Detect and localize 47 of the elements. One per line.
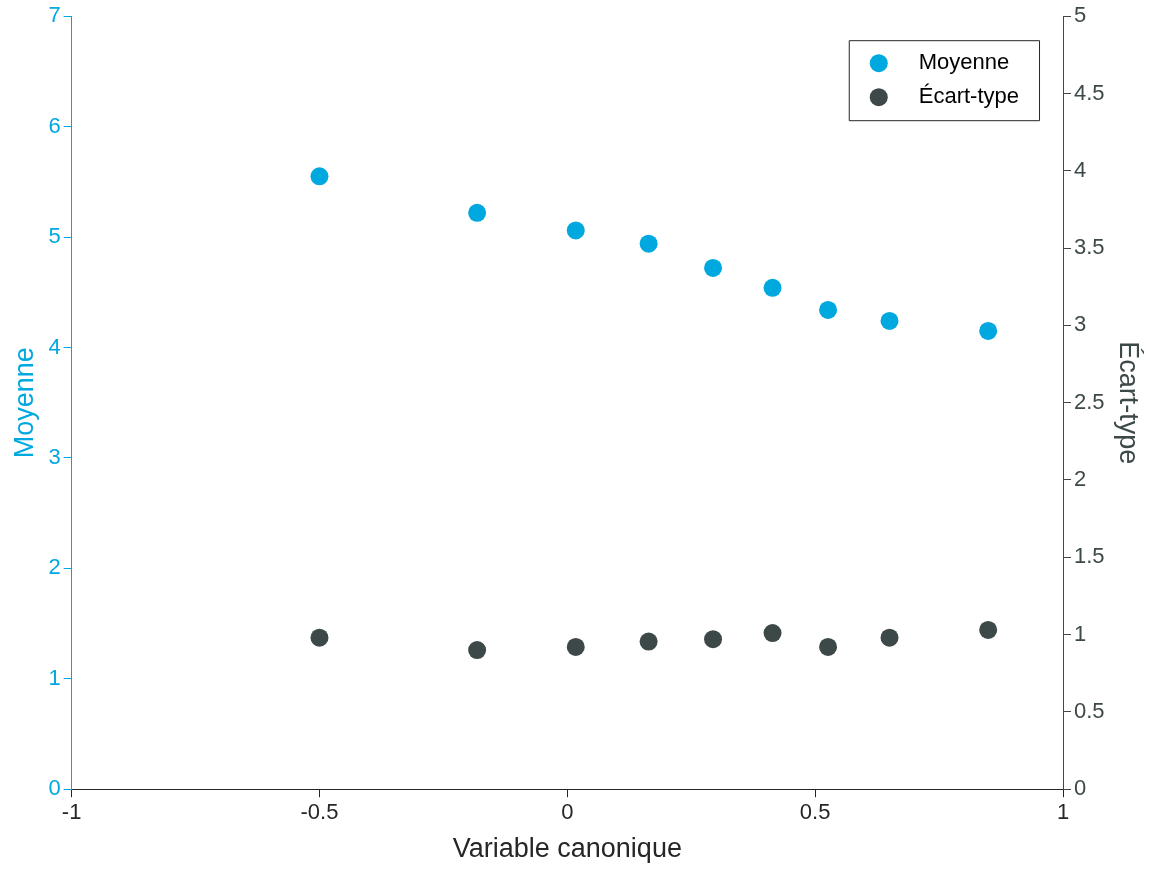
point <box>880 628 899 647</box>
y-tick-label: 6 <box>48 112 61 138</box>
x-axis-title: Variable canonique <box>452 833 682 864</box>
y2-tick-label: 4 <box>1074 156 1087 182</box>
point <box>566 221 585 240</box>
y2-tick-label: 1 <box>1074 620 1087 646</box>
point <box>819 637 838 656</box>
x-tick-label: -1 <box>61 799 82 825</box>
y2-tick-label: 3.5 <box>1074 234 1105 260</box>
x-tick-label: 0 <box>561 799 574 825</box>
point <box>639 632 658 651</box>
point <box>310 628 329 647</box>
x-tick-label: 1 <box>1056 799 1070 825</box>
point <box>566 637 585 656</box>
y2-tick-label: 2.5 <box>1074 388 1105 414</box>
point <box>468 203 487 222</box>
point <box>763 624 782 643</box>
y2-axis-title: Écart-type <box>1114 341 1145 465</box>
y-tick-label: 5 <box>48 223 61 249</box>
point <box>819 300 838 319</box>
y2-tick-label: 0.5 <box>1074 697 1105 723</box>
point <box>704 630 723 649</box>
point <box>310 167 329 186</box>
y-tick-label: 3 <box>48 443 61 469</box>
y2-tick-label: 4.5 <box>1074 79 1105 105</box>
point <box>979 620 998 639</box>
legend-label: Écart-type <box>918 83 1020 109</box>
y2-tick-label: 3 <box>1074 311 1087 337</box>
y2-tick-label: 5 <box>1074 2 1087 28</box>
y-tick-label: 0 <box>48 775 61 801</box>
y-axis-title: Moyenne <box>8 347 39 459</box>
x-tick-label: -0.5 <box>300 799 339 825</box>
y2-tick-label: 1.5 <box>1074 543 1105 569</box>
legend-label: Moyenne <box>918 49 1010 75</box>
point <box>639 234 658 253</box>
y2-tick-label: 0 <box>1074 775 1087 801</box>
point <box>763 278 782 297</box>
y-tick-label: 4 <box>48 333 61 359</box>
y2-tick-label: 2 <box>1074 466 1087 492</box>
point <box>468 641 487 660</box>
point <box>979 321 998 340</box>
y-tick-label: 2 <box>48 554 61 580</box>
y-tick-label: 1 <box>48 664 61 690</box>
point <box>880 311 899 330</box>
point <box>704 258 723 277</box>
y-tick-label: 7 <box>48 2 61 28</box>
x-tick-label: 0.5 <box>799 799 831 825</box>
